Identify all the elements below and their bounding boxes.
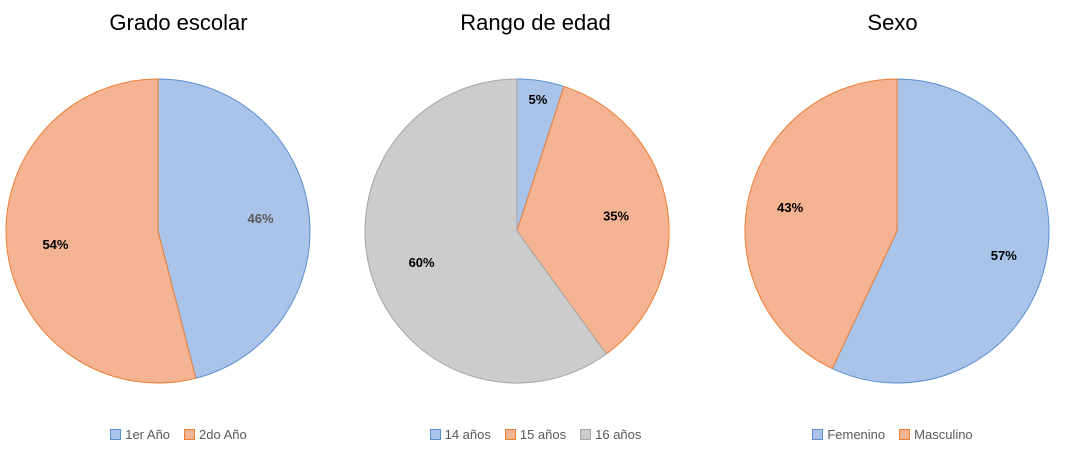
legend-swatch <box>110 429 122 440</box>
data-label-femenino: 57% <box>991 248 1017 263</box>
pie-slice-1er-ano <box>157 78 311 379</box>
legend: 1er Año 2do Año <box>0 427 357 442</box>
legend: 14 años 15 años 16 años <box>357 427 714 442</box>
data-label-16-anos: 60% <box>409 255 435 270</box>
legend-item-2do-ano: 2do Año <box>184 427 247 442</box>
legend-label: Femenino <box>827 427 886 442</box>
data-label-1er-ano: 46% <box>248 211 274 226</box>
pie-sexo: 57% 43% <box>744 78 1050 384</box>
chart-title: Rango de edad <box>460 10 611 35</box>
data-label-15-anos: 35% <box>603 208 629 223</box>
chart-rango-de-edad: Rango de edad 5% 35% 60% 14 años 15 años 16 … <box>357 0 714 475</box>
legend-item-14-anos: 14 años <box>429 427 491 442</box>
data-label-2do-ano: 54% <box>42 237 68 252</box>
pie-grado-escolar: 46% 54% <box>5 78 311 384</box>
legend-swatch <box>812 429 824 440</box>
pie-slice-2do-ano <box>5 78 197 384</box>
data-label-14-anos: 5% <box>529 92 548 107</box>
legend-item-15-anos: 15 años <box>504 427 567 442</box>
legend-swatch <box>899 429 911 440</box>
legend-label: Masculino <box>914 427 973 442</box>
legend-swatch <box>580 429 592 440</box>
data-label-masculino: 43% <box>777 200 803 215</box>
legend-label: 15 años <box>519 427 567 442</box>
pie-slice-15-anos <box>516 85 670 355</box>
chart-title: Sexo <box>867 10 918 35</box>
legend-swatch <box>429 429 441 440</box>
legend-swatch <box>184 429 196 440</box>
chart-grado-escolar: Grado escolar 46% 54% 1er Año 2do Año <box>0 0 357 475</box>
pie-slice-masculino <box>744 78 898 370</box>
legend-label: 1er Año <box>125 427 171 442</box>
legend: Femenino Masculino <box>714 427 1071 442</box>
legend-item-1er-ano: 1er Año <box>110 427 170 442</box>
legend-label: 2do Año <box>199 427 247 442</box>
legend-label: 14 años <box>444 427 491 442</box>
legend-item-masculino: Masculino <box>899 427 973 442</box>
legend-label: 16 años <box>595 427 642 442</box>
pie-slice-16-anos <box>364 78 608 384</box>
chart-title: Grado escolar <box>109 10 248 35</box>
chart-sexo: Sexo 57% 43% Femenino Masculino <box>714 0 1071 475</box>
pie-slice-femenino <box>831 78 1050 384</box>
legend-item-16-anos: 16 años <box>580 427 641 442</box>
pie-rango-de-edad: 5% 35% 60% <box>364 78 670 384</box>
legend-item-femenino: Femenino <box>812 427 885 442</box>
legend-swatch <box>504 429 516 440</box>
